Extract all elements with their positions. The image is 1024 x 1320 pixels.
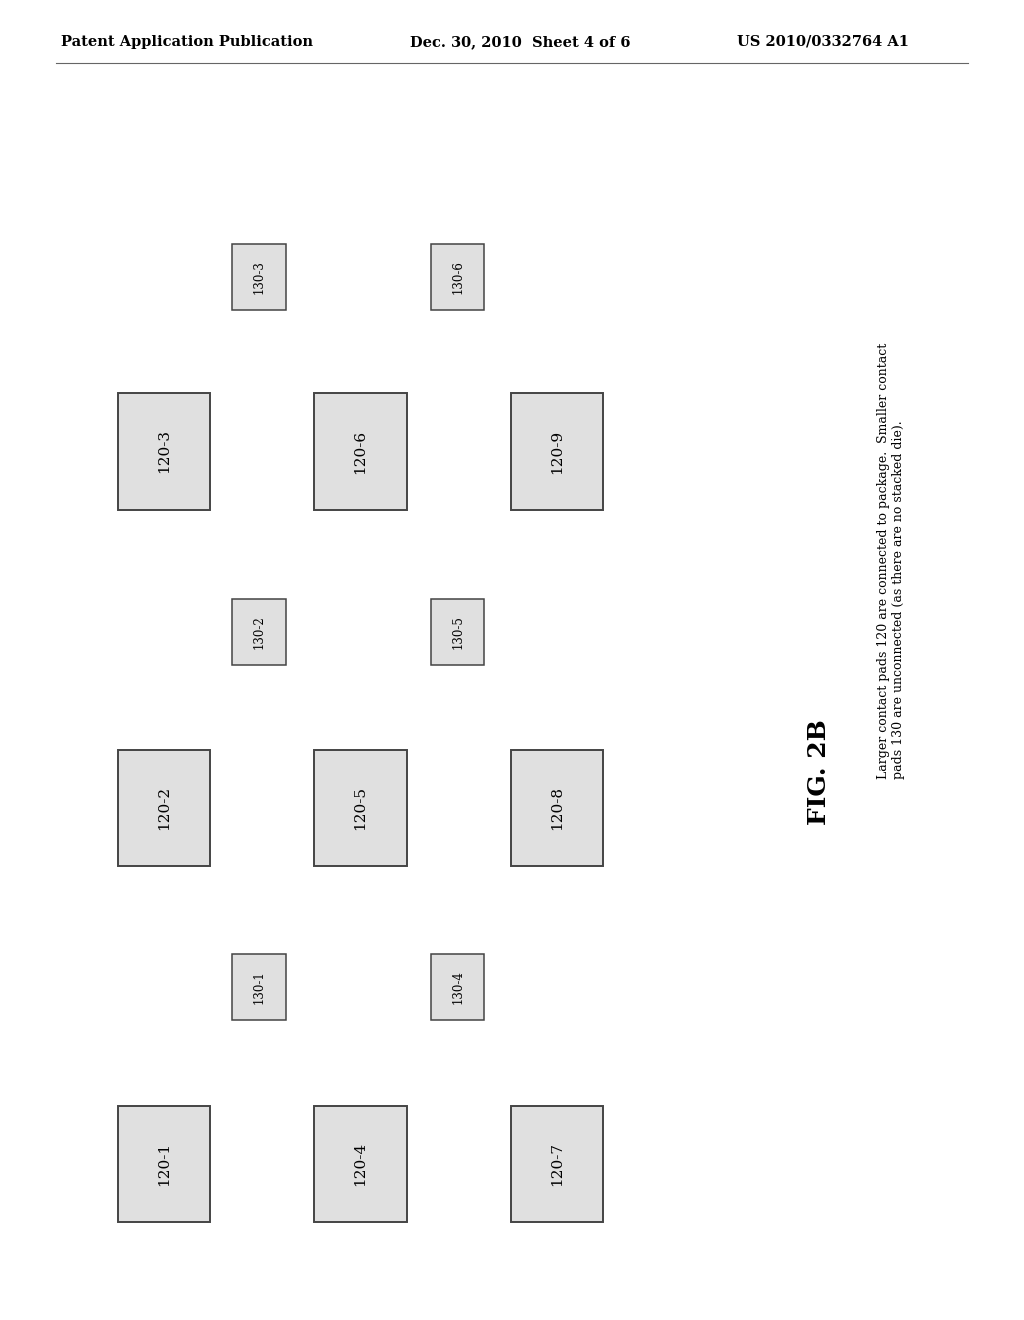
Bar <box>431 244 484 310</box>
Bar <box>232 954 286 1020</box>
Text: 120-7: 120-7 <box>550 1142 564 1187</box>
Bar <box>232 244 286 310</box>
Bar <box>314 750 407 866</box>
Text: 120-6: 120-6 <box>353 429 368 474</box>
Text: US 2010/0332764 A1: US 2010/0332764 A1 <box>737 34 909 49</box>
Text: 130-6: 130-6 <box>452 260 464 294</box>
Bar <box>431 954 484 1020</box>
Text: 120-4: 120-4 <box>353 1142 368 1187</box>
Text: 120-5: 120-5 <box>353 785 368 830</box>
Text: 120-8: 120-8 <box>550 785 564 830</box>
Text: FIG. 2B: FIG. 2B <box>807 719 831 825</box>
Text: 120-2: 120-2 <box>157 785 171 830</box>
Bar <box>232 599 286 665</box>
Bar <box>431 599 484 665</box>
Bar <box>118 750 210 866</box>
Text: 130-2: 130-2 <box>253 615 265 649</box>
Text: 120-9: 120-9 <box>550 429 564 474</box>
Bar <box>511 393 603 510</box>
Text: 130-5: 130-5 <box>452 615 464 649</box>
Bar <box>118 1106 210 1222</box>
Bar <box>118 393 210 510</box>
Text: Patent Application Publication: Patent Application Publication <box>61 34 313 49</box>
Text: 120-3: 120-3 <box>157 429 171 474</box>
Bar <box>511 1106 603 1222</box>
Text: 130-4: 130-4 <box>452 970 464 1005</box>
Text: Larger contact pads 120 are connected to package.  Smaller contact
pads 130 are : Larger contact pads 120 are connected to… <box>877 343 905 779</box>
Text: Dec. 30, 2010  Sheet 4 of 6: Dec. 30, 2010 Sheet 4 of 6 <box>410 34 630 49</box>
Text: 120-1: 120-1 <box>157 1142 171 1187</box>
Text: 130-1: 130-1 <box>253 970 265 1005</box>
Text: 130-3: 130-3 <box>253 260 265 294</box>
Bar <box>314 393 407 510</box>
Bar <box>314 1106 407 1222</box>
Bar <box>511 750 603 866</box>
